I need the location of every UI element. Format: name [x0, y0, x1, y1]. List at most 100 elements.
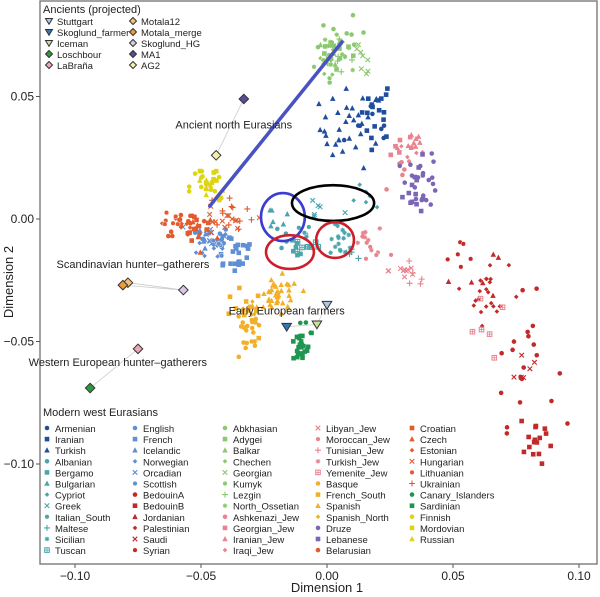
- point-french-south: [247, 304, 253, 310]
- point-iranian: [372, 124, 377, 129]
- point-basque: [236, 354, 242, 360]
- point-czech: [190, 219, 196, 225]
- point-bergamo: [290, 237, 295, 243]
- point-spanish: [254, 304, 260, 310]
- point-georgian: [355, 41, 362, 48]
- point-french: [237, 259, 242, 264]
- point-icelandic: [202, 245, 208, 251]
- point-french-south: [237, 285, 242, 291]
- legend-label: BedouinB: [143, 502, 184, 513]
- point-yemenite-jew: [499, 304, 506, 311]
- point-bedouinb: [533, 424, 538, 430]
- point-iranian: [379, 96, 384, 101]
- legend-label: Skoglund_farmer: [57, 28, 129, 39]
- point-turkish: [359, 120, 365, 126]
- point-bedouina: [499, 350, 504, 356]
- legend-marker-hungarian: [409, 458, 415, 464]
- point-french: [233, 243, 238, 249]
- point-yemenite-jew: [491, 354, 498, 361]
- ancient-point-skoglund-farmer: [281, 322, 293, 333]
- point-abkhasian: [321, 23, 326, 28]
- point-iranian: [369, 102, 375, 107]
- point-sardinian: [305, 344, 311, 350]
- point-bedouina: [565, 421, 570, 426]
- point-croatian: [189, 238, 195, 243]
- point-palestinian: [478, 309, 484, 315]
- legend-marker-maltese: [44, 524, 50, 531]
- point-french-south: [227, 294, 233, 300]
- point-turkish: [329, 151, 336, 158]
- drawn-ellipse-annotation: [314, 220, 356, 260]
- point-mordovian: [197, 168, 203, 174]
- legend-label: BedouinA: [143, 491, 185, 502]
- point-lebanese: [420, 152, 425, 157]
- legend-marker-sardinian: [409, 503, 415, 508]
- point-sicilian: [340, 227, 345, 233]
- point-bulgarian: [280, 221, 287, 227]
- point-hungarian: [224, 212, 230, 219]
- point-saudi: [520, 374, 527, 381]
- point-sicilian: [329, 236, 334, 242]
- point-bedouina: [517, 400, 523, 405]
- point-lithuanian: [163, 210, 170, 216]
- ancient-link: [127, 282, 184, 291]
- point-bedouinb: [521, 449, 527, 455]
- point-hungarian: [232, 218, 239, 224]
- legend-label: Mordovian: [420, 524, 464, 535]
- legend-marker-lezgin: [222, 491, 228, 498]
- point-yemenite-jew: [469, 328, 476, 335]
- legend-marker-finnish: [409, 514, 415, 520]
- legend-label: Turkish: [55, 446, 86, 457]
- point-spanish: [286, 287, 292, 293]
- point-bedouinb: [542, 426, 548, 431]
- drawn-ellipse-annotation: [264, 233, 316, 271]
- point-libyan-jew: [397, 265, 404, 272]
- point-adygei: [322, 51, 327, 56]
- legend-marker-saudi: [132, 536, 138, 542]
- point-lebanese: [412, 174, 418, 180]
- point-palestinian: [513, 294, 519, 300]
- point-sicilian: [338, 248, 343, 254]
- legend-marker-icelandic: [132, 447, 138, 453]
- legend-marker-druze: [315, 525, 321, 531]
- point-bedouinb: [539, 461, 545, 466]
- point-turkish: [336, 136, 342, 143]
- point-italian-south: [306, 224, 312, 230]
- point-jordanian: [468, 279, 475, 285]
- point-bedouinb: [534, 440, 540, 445]
- point-libyan-jew: [405, 267, 411, 273]
- ancient-point-iceman: [311, 320, 323, 330]
- point-french-south: [255, 293, 261, 299]
- point-palestinian: [478, 278, 483, 283]
- point-syrian: [460, 241, 466, 247]
- point-mordovian: [211, 170, 217, 175]
- point-moroccan-jew: [363, 256, 369, 262]
- point-ukrainian: [229, 204, 236, 211]
- legend-marker-bedouinb: [132, 503, 138, 508]
- point-french: [244, 255, 250, 260]
- point-spanish: [268, 276, 275, 283]
- point-iranian: [370, 104, 375, 110]
- legend-label: Maltese: [55, 524, 88, 535]
- legend-marker-skoglund-hg: [128, 38, 138, 48]
- point-french: [245, 246, 251, 251]
- point-spanish-north: [251, 312, 257, 317]
- point-croatian: [192, 214, 197, 220]
- legend-label: Palestinian: [143, 524, 189, 535]
- point-palestinian: [483, 276, 489, 282]
- ancient-link: [286, 323, 317, 328]
- point-albanian: [275, 226, 280, 232]
- point-russian: [196, 177, 203, 183]
- legend-marker-loschbour: [44, 49, 54, 59]
- point-druze: [428, 202, 434, 207]
- point-jordanian: [490, 292, 496, 298]
- point-saudi: [511, 374, 517, 380]
- point-turkish-jew: [355, 240, 361, 246]
- point-iranian: [384, 134, 389, 139]
- point-spanish: [269, 282, 276, 288]
- point-adygei: [337, 46, 342, 51]
- cluster-annotation-label: Scandinavian hunter–gatherers: [57, 259, 210, 271]
- legend-marker-mordovian: [409, 525, 415, 531]
- point-palestinian: [473, 298, 478, 304]
- legend-label: Belarusian: [326, 546, 371, 557]
